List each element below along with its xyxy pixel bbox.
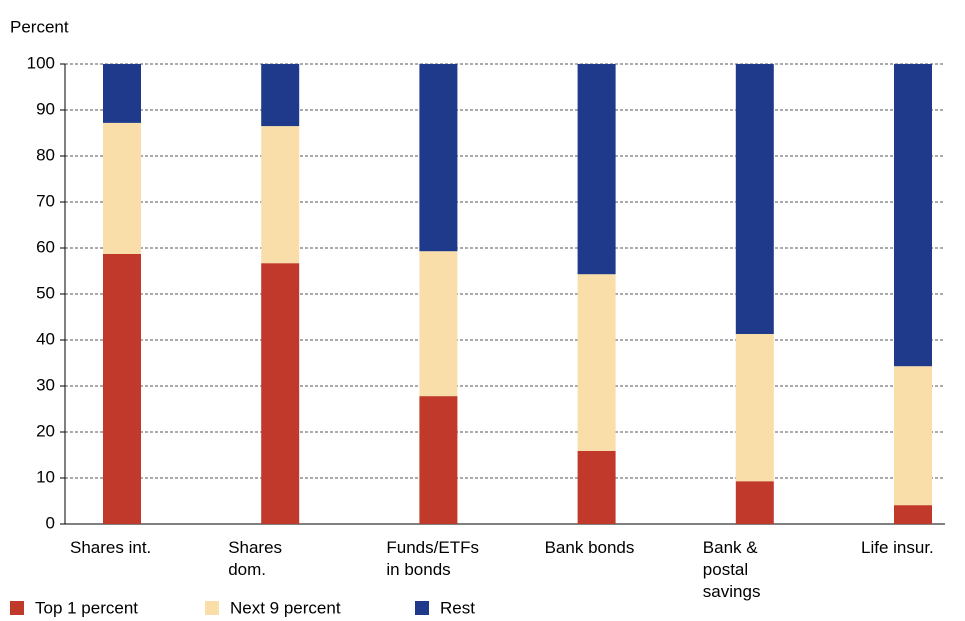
y-tick-label: 0 [46,513,55,532]
y-tick-label: 70 [36,191,55,210]
bar-segment [735,64,774,335]
y-tick-label: 40 [36,329,55,348]
bar-segment [735,334,774,482]
bar-segment [735,481,774,524]
bar-segment [419,64,458,252]
legend-label: Top 1 percent [35,598,138,617]
bar-segment [577,450,616,524]
x-tick-label: Funds/ETFs in bonds [386,538,479,579]
y-tick-label: 90 [36,99,55,118]
y-tick-label: 20 [36,421,55,440]
bar-segment [261,263,300,524]
y-tick-label: 10 [36,467,55,486]
legend-swatch [10,601,24,615]
x-tick-label: Life insur. [861,538,934,557]
y-tick-label: 100 [27,53,55,72]
legend-label: Rest [440,598,475,617]
y-axis-label: Percent [10,17,69,36]
y-tick-label: 50 [36,283,55,302]
x-tick-label: Shares int. [70,538,152,557]
bar-segment [103,64,141,123]
x-tick-label: Bank bonds [544,538,635,557]
bar-segment [261,64,300,127]
x-tick-label: Bank & postal savings [702,538,761,601]
bar-segment [894,64,932,367]
y-tick-label: 60 [36,237,55,256]
bar-segment [894,505,932,524]
x-tick-label: Shares dom. [228,538,283,579]
y-tick-label: 80 [36,145,55,164]
legend-swatch [205,601,219,615]
bar-segment [577,274,616,451]
legend-swatch [415,601,429,615]
y-tick-label: 30 [36,375,55,394]
bar-segment [103,122,141,254]
legend-label: Next 9 percent [230,598,341,617]
bar-segment [419,396,458,524]
bar-segment [103,253,141,525]
bar-segment [577,64,616,275]
bar-segment [419,251,458,397]
bar-segment [261,126,300,264]
bar-segment [894,366,932,506]
